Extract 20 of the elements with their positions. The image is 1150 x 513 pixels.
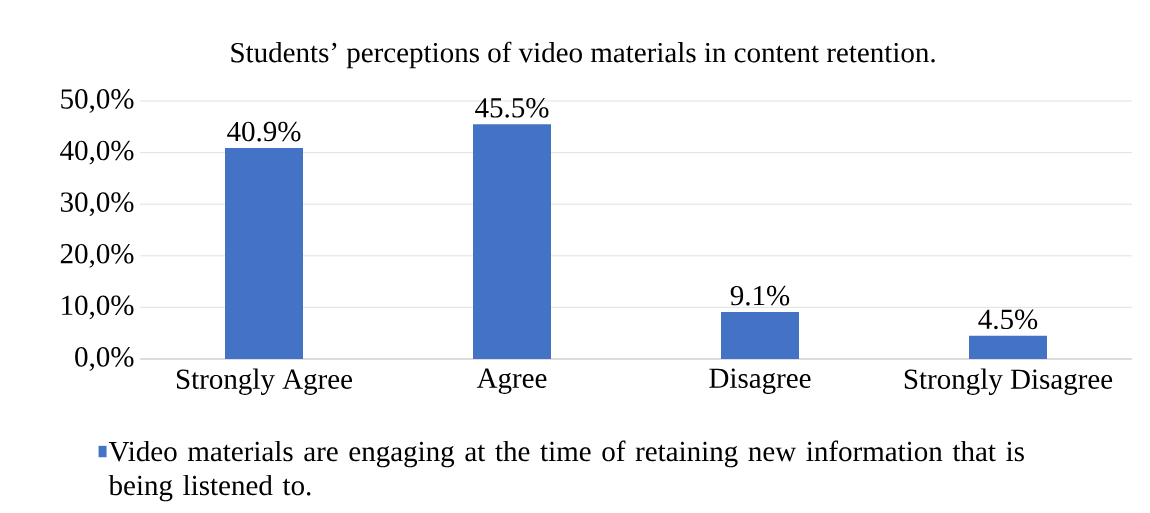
bar [721,312,800,359]
bar [473,124,552,359]
y-tick-label: 0,0% [75,347,134,371]
y-tick-label: 40,0% [60,140,134,165]
data-label: 45.5% [475,97,549,118]
x-tick-label: Agree [476,368,547,394]
chart-title: Students’ perceptions of video materials in content retention. [231,41,935,69]
y-tick-label: 50,0% [61,89,134,113]
bar [969,335,1047,359]
y-tick-label: 30,0% [60,192,134,217]
bar [225,147,304,359]
data-label: 40.9% [227,121,301,142]
legend-label: Video materials are engaging at the time of retaining new information that is being listened to. [108,440,1024,502]
data-label: 9.1% [730,285,790,306]
x-tick-label: Strongly Agree [176,368,353,395]
y-tick-label: 10,0% [62,295,134,320]
data-label: 4.5% [978,309,1038,330]
x-tick-label: Strongly Disagree [904,368,1113,395]
y-tick-label: 20,0% [60,243,134,268]
x-tick-label: Disagree [709,368,811,394]
